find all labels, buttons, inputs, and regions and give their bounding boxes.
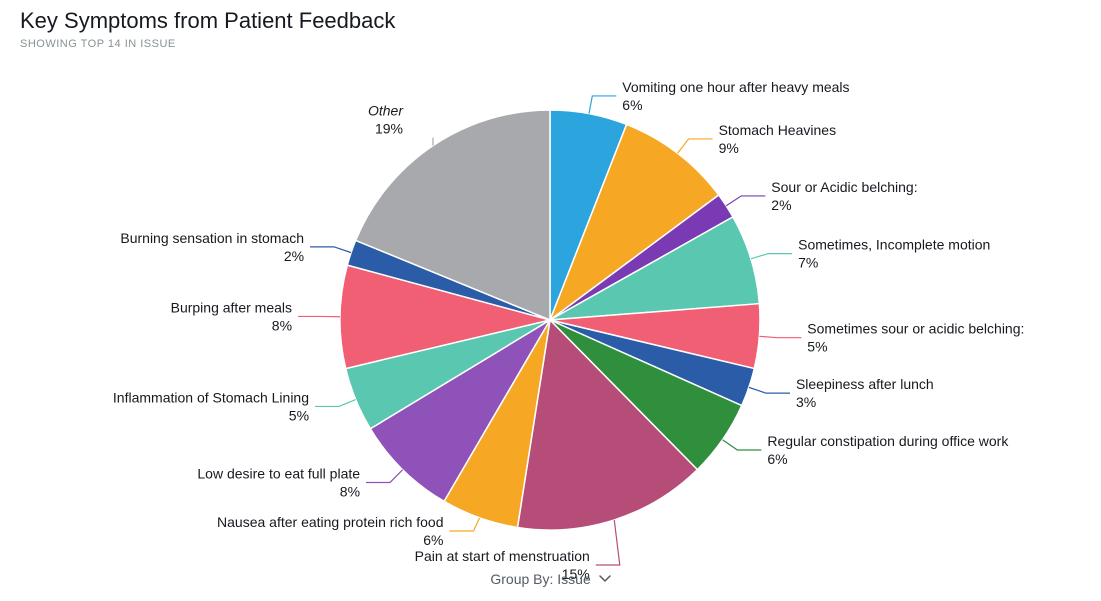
leader-line [589,96,616,114]
leader-line [726,196,765,206]
slice-label: Other [368,103,404,119]
slice-percent: 19% [375,121,403,137]
slice-label: Sometimes sour or acidic belching: [807,321,1024,337]
leader-line [596,520,620,565]
slice-label: Regular constipation during office work [767,433,1009,449]
slice-percent: 8% [340,483,360,499]
leader-line [678,139,713,153]
slice-percent: 6% [767,451,787,467]
slice-label: Nausea after eating protein rich food [217,514,443,530]
group-by-value: Issue [557,571,590,587]
slice-label: Burping after meals [171,299,292,315]
slice-percent: 8% [272,317,292,333]
leader-line [315,400,356,407]
group-by-selector[interactable]: Group By: Issue [0,571,1101,587]
chart-title: Key Symptoms from Patient Feedback [20,8,395,34]
slice-percent: 9% [719,140,739,156]
leader-line [366,470,403,483]
leader-line [751,254,792,259]
chevron-down-icon [599,570,611,586]
slice-label: Burning sensation in stomach [120,230,304,246]
slice-label: Vomiting one hour after heavy meals [622,79,849,95]
leader-line [450,518,480,531]
slice-label: Stomach Heavines [719,122,837,138]
slice-label: Sometimes, Incomplete motion [798,237,990,253]
leader-line [723,440,762,450]
slice-label: Sleepiness after lunch [796,376,934,392]
slice-label: Inflammation of Stomach Lining [113,389,309,405]
chart-subtitle: SHOWING TOP 14 IN ISSUE [20,38,176,50]
slice-percent: 5% [807,339,827,355]
slice-percent: 2% [771,197,791,213]
slice-label: Pain at start of menstruation [415,548,590,564]
leader-line [759,336,801,337]
slice-percent: 6% [423,532,443,548]
leader-line [749,387,790,393]
group-by-prefix: Group By: [490,571,553,587]
slice-percent: 6% [622,97,642,113]
slice-percent: 7% [798,255,818,271]
slice-label: Low desire to eat full plate [197,465,360,481]
leader-line [310,247,351,253]
slice-percent: 3% [796,394,816,410]
slice-percent: 2% [284,248,304,264]
pie-chart: Vomiting one hour after heavy meals 6% Sto… [0,60,1101,560]
slice-label: Sour or Acidic belching: [771,179,917,195]
slice-percent: 5% [289,407,309,423]
